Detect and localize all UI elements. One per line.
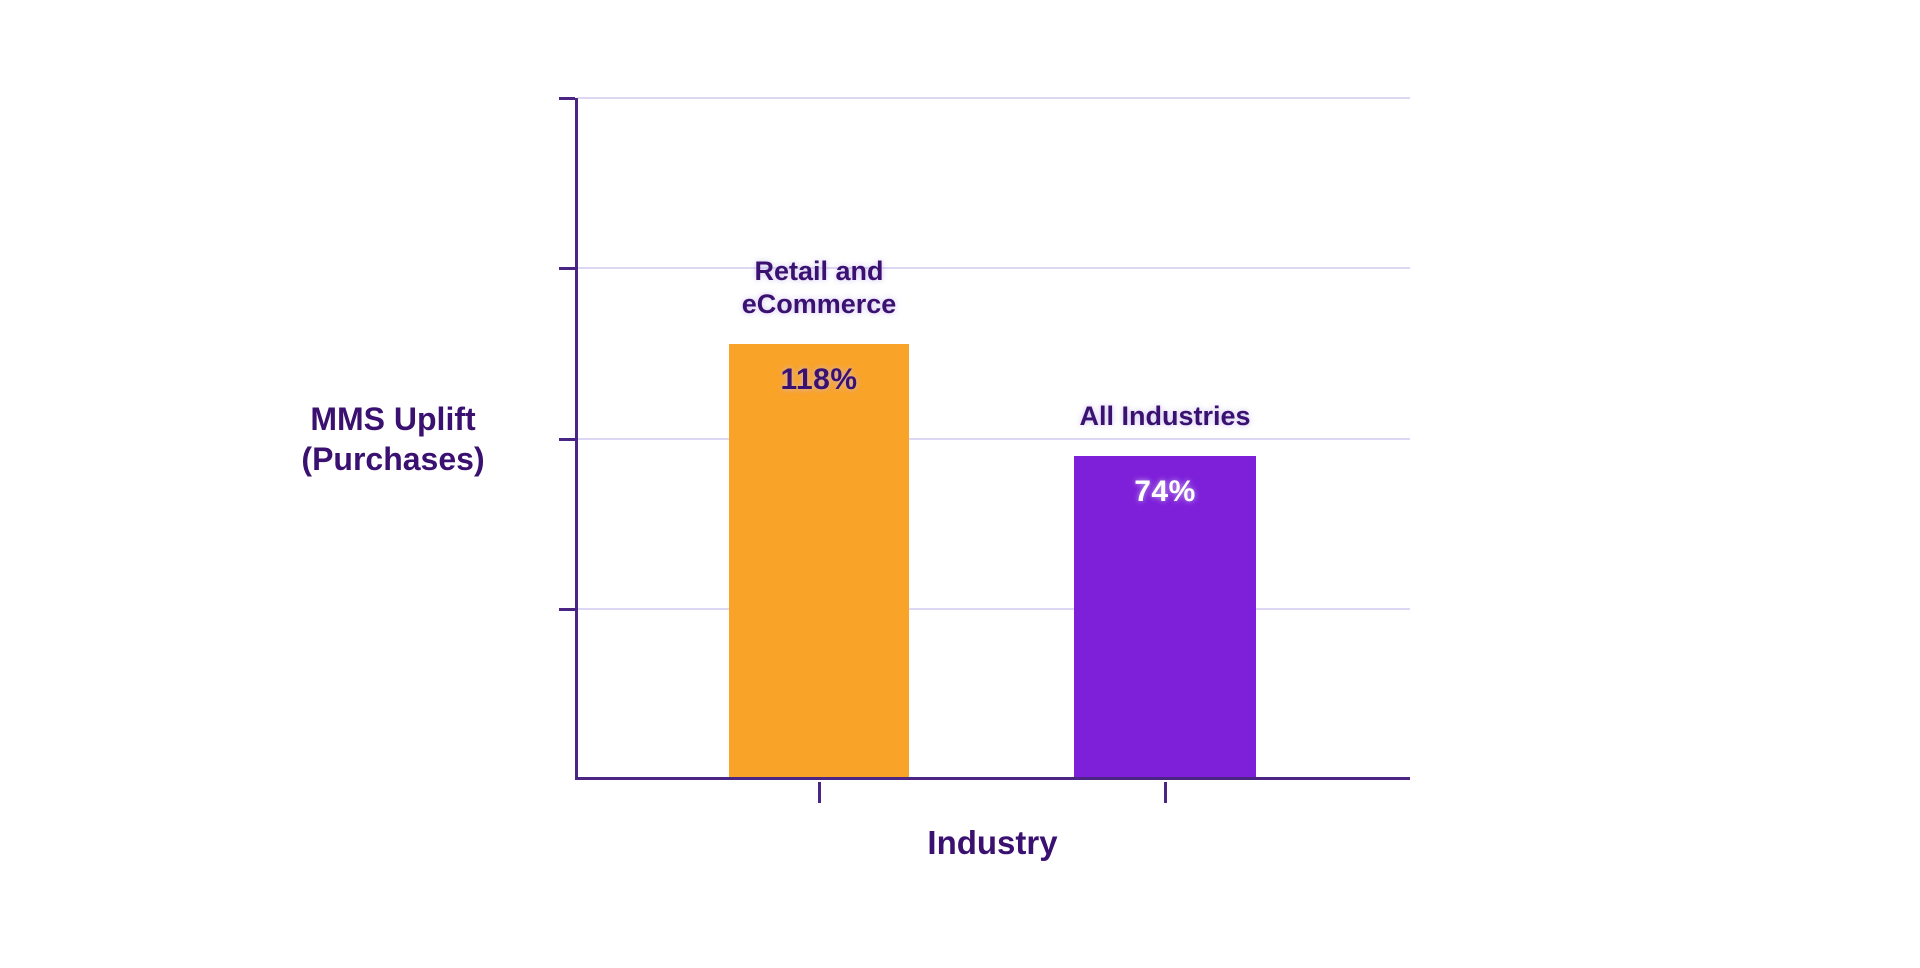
x-axis-tick-0 <box>818 782 821 803</box>
y-axis-label: MMS Uplift (Purchases) <box>301 401 485 477</box>
gridline-1 <box>578 267 1410 269</box>
gridline-2 <box>578 438 1410 440</box>
bar-0: 118% <box>729 344 909 777</box>
y-axis-tick-2 <box>559 438 575 441</box>
gridline-3 <box>578 608 1410 610</box>
y-axis-tick-1 <box>559 267 575 270</box>
bar-value-label-1: 74% <box>1134 475 1196 508</box>
bar-category-label-0: Retail and eCommerce <box>741 256 897 319</box>
bar-category-label-1: All Industries <box>1079 401 1251 431</box>
bar-value-label-0: 118% <box>780 363 858 396</box>
x-axis-tick-1 <box>1164 782 1167 803</box>
gridline-0 <box>578 97 1410 99</box>
plot-area: 118% Retail and eCommerce 74% All Industrie… <box>559 97 1410 803</box>
y-axis-tick-3 <box>559 608 575 611</box>
x-axis-label: Industry <box>927 824 1058 861</box>
bar-1: 74% <box>1074 456 1256 777</box>
y-axis-tick-0 <box>559 97 575 100</box>
